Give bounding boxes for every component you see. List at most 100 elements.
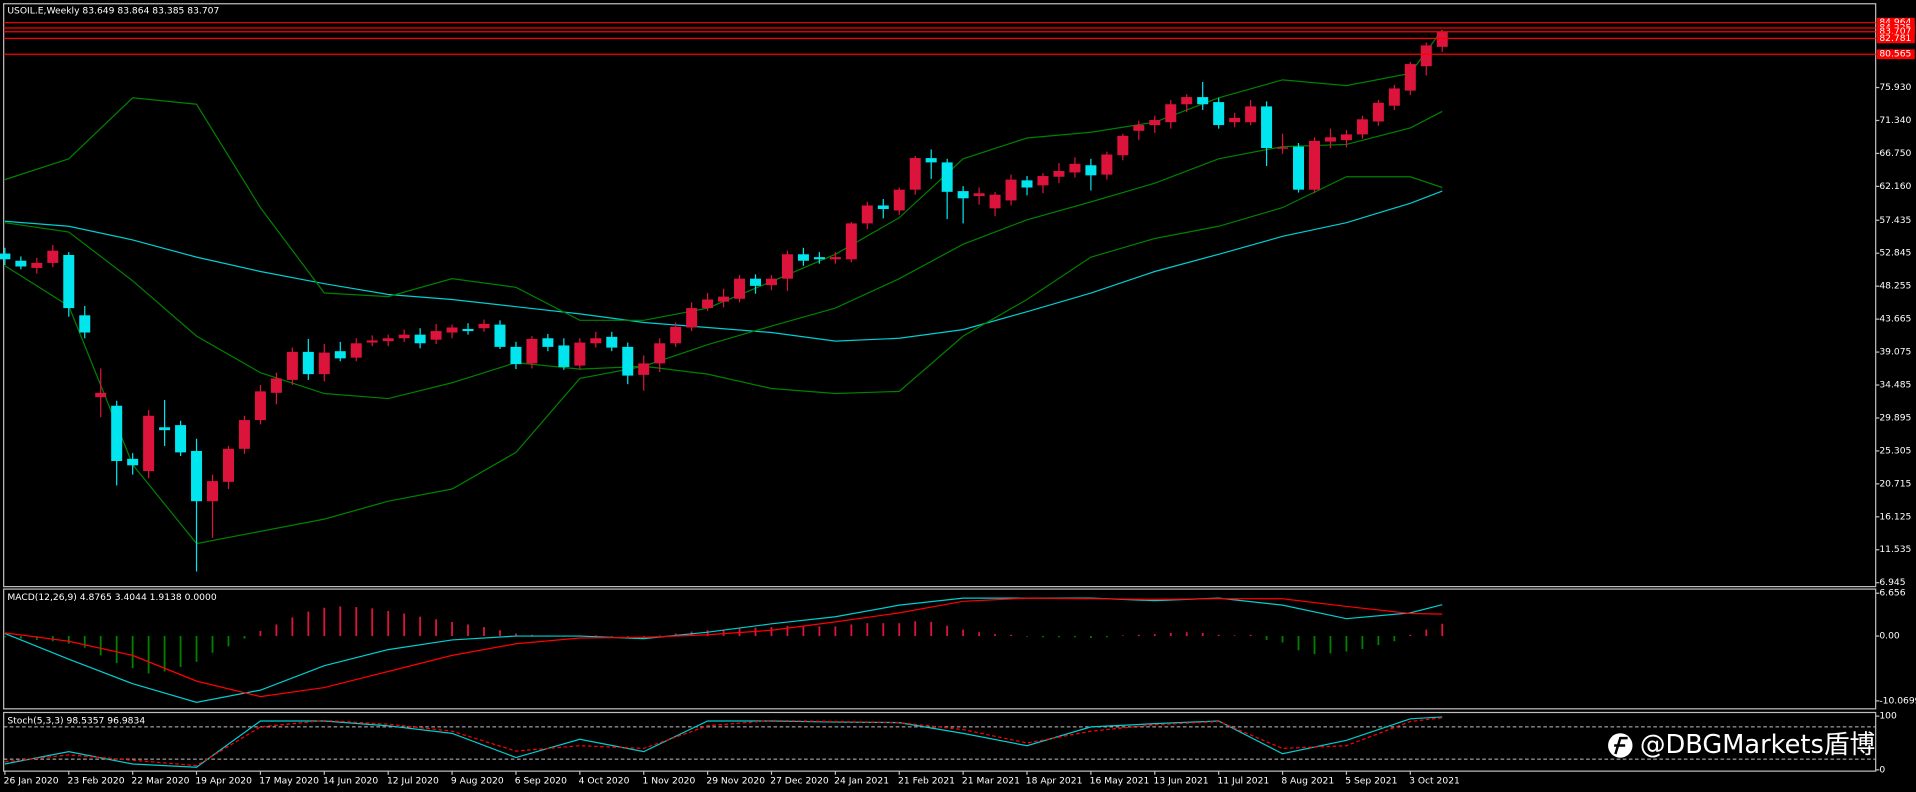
candle-body — [781, 254, 793, 279]
candle-body — [302, 351, 314, 375]
candle-body — [254, 391, 266, 421]
candle-body — [989, 194, 1001, 209]
candle-body — [734, 278, 746, 299]
candle-body — [111, 405, 123, 462]
candle-body — [175, 425, 187, 453]
indicator-line — [4, 717, 1443, 767]
stoch-panel — [3, 711, 1877, 772]
candle-body — [1340, 134, 1352, 141]
candle-body — [286, 351, 298, 380]
x-tick-label: 1 Nov 2020 — [642, 775, 695, 786]
x-tick-label: 23 Feb 2020 — [68, 775, 125, 786]
candle-body — [1101, 154, 1113, 175]
candle-body — [829, 257, 841, 260]
candle-body — [654, 343, 666, 364]
y-tick-label: 6.945 — [1879, 577, 1905, 588]
y-tick-label: 0 — [1879, 764, 1885, 775]
candle-body — [718, 296, 730, 302]
candle-body — [845, 223, 857, 260]
x-tick-label: 16 May 2021 — [1090, 775, 1150, 786]
candle-body — [1229, 117, 1241, 123]
candle-body — [366, 340, 378, 343]
y-tick-label: 71.340 — [1879, 115, 1911, 126]
indicator-line — [4, 190, 1443, 342]
watermark: @DBGMarkets盾博 — [1640, 730, 1875, 760]
candle-body — [207, 481, 219, 502]
y-tick-label: 48.255 — [1879, 281, 1911, 292]
watermark-logo-mark — [1614, 736, 1628, 755]
y-tick-label: 25.305 — [1879, 445, 1911, 456]
candle-body — [1133, 125, 1145, 131]
stoch-title: Stoch(5,3,3) 98.5357 96.9834 — [7, 716, 145, 727]
candle-body — [1324, 137, 1336, 142]
candle-body — [1245, 106, 1257, 123]
x-tick-label: 17 May 2020 — [259, 775, 319, 786]
price-level-box — [1876, 17, 1915, 28]
y-tick-label: 62.160 — [1879, 181, 1911, 192]
candle-body — [79, 315, 91, 333]
candle-body — [510, 346, 522, 365]
candle-body — [63, 254, 75, 309]
main-panel — [3, 3, 1877, 588]
candle-body — [813, 257, 825, 260]
x-tick-label: 24 Jan 2021 — [834, 775, 889, 786]
x-tick-label: 21 Feb 2021 — [898, 775, 955, 786]
candle-body — [1213, 102, 1225, 126]
x-tick-label: 13 Jun 2021 — [1154, 775, 1209, 786]
x-tick-label: 8 Aug 2021 — [1281, 775, 1334, 786]
candle-body — [1277, 147, 1289, 149]
x-tick-label: 12 Jul 2020 — [387, 775, 439, 786]
price-level-label: 82.781 — [1879, 33, 1911, 44]
candle-body — [558, 345, 570, 367]
x-tick-label: 5 Sep 2021 — [1345, 775, 1397, 786]
candle-body — [462, 328, 474, 332]
candle-body — [222, 448, 234, 482]
candle-body — [31, 262, 43, 268]
candle-body — [414, 334, 426, 344]
candle-body — [590, 338, 602, 344]
y-tick-label: 75.930 — [1879, 82, 1911, 93]
candle-body — [1293, 146, 1305, 190]
y-tick-label: -10.0699 — [1879, 695, 1916, 706]
indicator-line — [4, 176, 1443, 545]
candle-body — [1085, 165, 1097, 176]
x-tick-label: 18 Apr 2021 — [1026, 775, 1083, 786]
y-tick-label: 39.075 — [1879, 347, 1911, 358]
candle-body — [925, 158, 937, 163]
candle-body — [957, 191, 969, 199]
y-tick-label: 43.665 — [1879, 314, 1911, 325]
indicator-line — [4, 110, 1443, 400]
candle-body — [270, 378, 282, 393]
x-tick-label: 3 Oct 2021 — [1409, 775, 1460, 786]
candle-body — [1388, 88, 1400, 106]
candle-body — [1053, 171, 1065, 177]
x-tick-label: 26 Jan 2020 — [4, 775, 59, 786]
candle-body — [446, 327, 458, 333]
macd-panel — [3, 588, 1877, 710]
x-tick-label: 29 Nov 2020 — [706, 775, 765, 786]
candle-body — [1069, 163, 1081, 173]
candle-body — [127, 458, 139, 466]
candle-body — [382, 338, 394, 342]
y-tick-label: 6.656 — [1879, 588, 1905, 599]
chart-title: USOIL.E,Weekly 83.649 83.864 83.385 83.7… — [7, 6, 219, 17]
candle-body — [1181, 97, 1193, 105]
candle-body — [47, 250, 59, 263]
candle-body — [494, 324, 506, 347]
candle-body — [1372, 102, 1384, 122]
x-tick-label: 21 Mar 2021 — [962, 775, 1020, 786]
candle-body — [670, 326, 682, 344]
candle-body — [750, 278, 762, 286]
y-tick-label: 34.485 — [1879, 380, 1911, 391]
candle-body — [1005, 179, 1017, 201]
x-tick-label: 4 Oct 2020 — [579, 775, 630, 786]
candle-body — [973, 193, 985, 197]
x-tick-label: 27 Dec 2020 — [770, 775, 829, 786]
y-tick-label: 57.435 — [1879, 215, 1911, 226]
x-tick-label: 6 Sep 2020 — [515, 775, 567, 786]
y-tick-label: 0.00 — [1879, 631, 1900, 642]
candle-body — [765, 278, 777, 286]
candle-body — [526, 338, 538, 364]
